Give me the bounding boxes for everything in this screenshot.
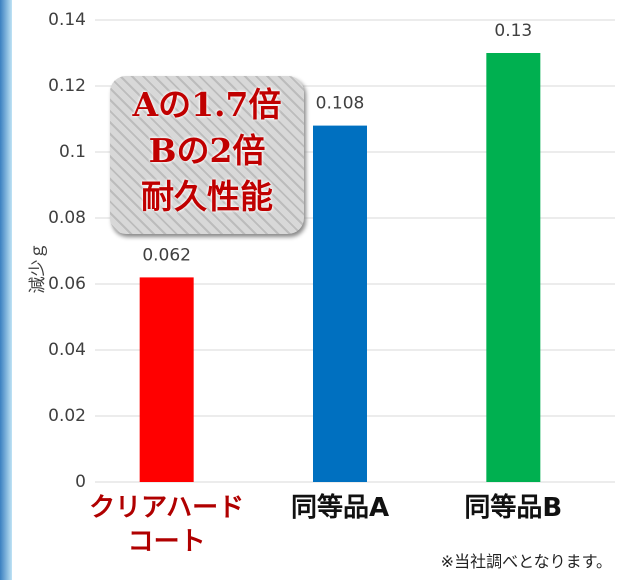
y-tick-label: 0.12 — [48, 76, 86, 96]
y-tick-label: 0 — [75, 472, 86, 492]
x-tick-label: 同等品A — [275, 491, 405, 525]
badge-line: 耐久性能 — [110, 174, 304, 220]
value-label: 0.13 — [494, 21, 532, 41]
chart-page: 減少ｇ 0 0.02 0.04 0.06 0.08 0.1 0.12 0.14 0.062 0.1… — [0, 0, 618, 580]
value-label: 0.062 — [142, 245, 191, 265]
side-image — [0, 0, 12, 580]
value-label: 0.108 — [316, 94, 365, 114]
y-tick-label: 0.1 — [59, 142, 86, 162]
bar — [313, 126, 367, 482]
y-tick-label: 0.04 — [48, 340, 86, 360]
y-axis-label: 減少ｇ — [28, 243, 48, 294]
x-tick-label: クリアハードコート — [87, 491, 247, 559]
y-tick-label: 0.02 — [48, 406, 86, 426]
badge-line: Bの2倍 — [110, 128, 304, 174]
x-tick-label: 同等品B — [448, 491, 578, 525]
badge-line: Aの1.7倍 — [110, 82, 304, 128]
y-tick-label: 0.08 — [48, 208, 86, 228]
y-tick-label: 0.14 — [48, 10, 86, 30]
footnote: ※当社調べとなります。 — [441, 548, 612, 572]
bar — [486, 53, 540, 482]
badge: Aの1.7倍 Bの2倍 耐久性能 — [110, 76, 304, 234]
bar — [140, 277, 194, 482]
y-tick-label: 0.06 — [48, 274, 86, 294]
